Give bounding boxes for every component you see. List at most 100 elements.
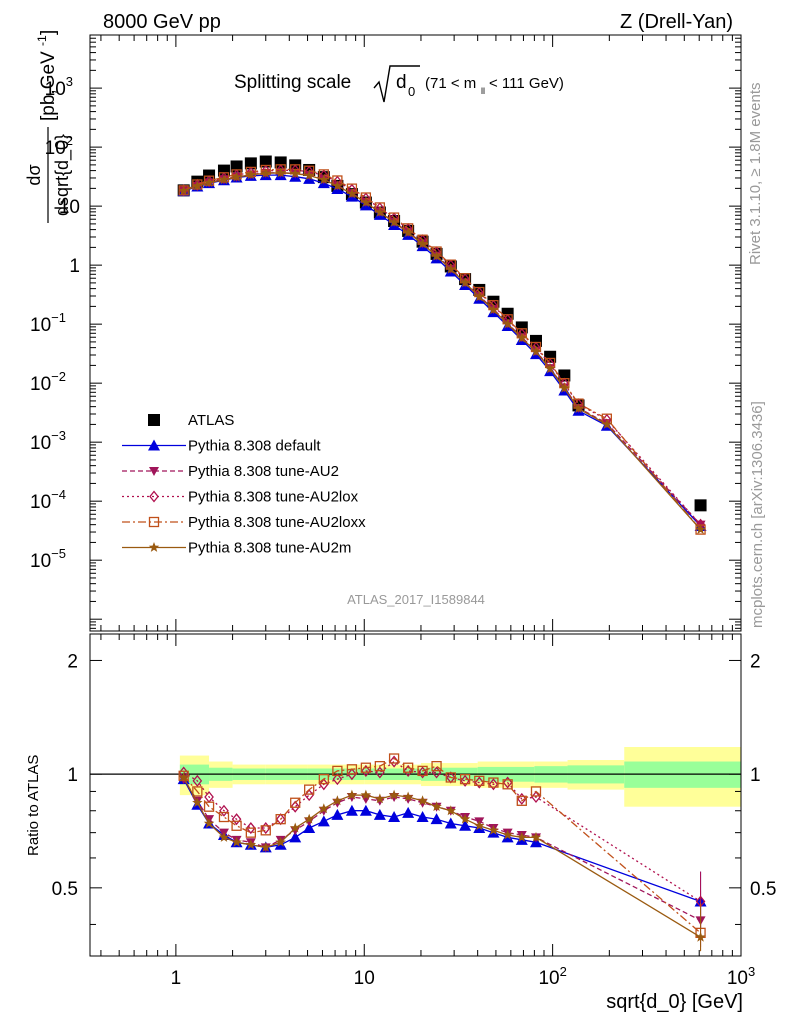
data-point — [303, 170, 315, 180]
data-point — [231, 169, 242, 182]
data-point — [203, 175, 215, 186]
data-point — [192, 180, 203, 191]
y-tick-label: 10−1 — [30, 310, 66, 336]
legend-entry: Pythia 8.308 default — [122, 438, 321, 455]
ratio-point — [332, 795, 343, 806]
data-point — [488, 304, 499, 315]
data-point — [402, 227, 414, 238]
data-point — [515, 321, 528, 334]
ratio-point — [231, 820, 242, 831]
ratio-point — [290, 822, 301, 833]
ylabel-unit-sup: -1 — [35, 35, 49, 46]
data-point — [601, 418, 613, 429]
data-point — [260, 167, 271, 178]
legend-marker — [148, 439, 160, 451]
sqrt-symbol — [373, 65, 420, 103]
legend-marker — [148, 542, 160, 552]
data-point — [474, 291, 485, 302]
data-point — [203, 177, 215, 188]
data-point — [204, 175, 214, 188]
ratio-point — [402, 762, 414, 773]
data-point — [346, 188, 358, 199]
data-point — [516, 332, 527, 343]
range-sub: ll — [481, 86, 485, 96]
ratio-point — [303, 822, 316, 834]
ratio-point — [431, 760, 442, 772]
ylabel-denominator: dsqrt{d_0} — [52, 134, 73, 216]
y-tick-label: 10−4 — [30, 487, 66, 513]
series-atlas — [177, 155, 707, 512]
legend-label: Pythia 8.308 tune-AU2loxx — [188, 514, 366, 531]
data-point — [529, 334, 542, 347]
plot-title: Splitting scale d 0 (71 < m ll < 111 GeV… — [234, 65, 564, 103]
y-tick-label: 10−3 — [30, 428, 66, 454]
data-point — [332, 180, 343, 191]
ratio-point — [331, 808, 344, 820]
y-tick-label: 10 — [59, 197, 80, 218]
ratio-point — [304, 784, 315, 795]
rivet-label: Rivet 3.1.10, ≥ 1.8M events — [747, 83, 764, 266]
ratio-point — [289, 831, 302, 843]
ratio-point — [260, 841, 271, 852]
legend-entry: ATLAS — [148, 412, 234, 429]
ratio-point — [502, 776, 513, 789]
data-point — [445, 263, 456, 274]
data-point — [217, 164, 230, 177]
ratio-point — [231, 813, 242, 826]
ratio-point — [203, 818, 215, 828]
ratio-point — [388, 753, 400, 764]
series-layer — [177, 155, 707, 952]
ratio-point — [318, 803, 329, 814]
ratio-point — [502, 779, 513, 790]
ratio-point — [245, 827, 256, 838]
legend-entry: Pythia 8.308 tune-AU2m — [122, 540, 351, 557]
ratio-point — [516, 795, 527, 806]
analysis-watermark: ATLAS_2017_I1589844 — [347, 592, 485, 607]
ratio-tick-label-right: 0.5 — [750, 879, 776, 900]
ratio-tick-label-left: 1 — [67, 765, 78, 786]
ratio-point — [192, 797, 203, 808]
ratio-point — [318, 778, 329, 791]
data-point — [290, 168, 301, 179]
ratio-point — [488, 777, 499, 788]
ratio-point — [373, 808, 386, 820]
data-point — [374, 207, 386, 217]
header-right: Z (Drell-Yan) — [620, 11, 733, 33]
data-point — [275, 164, 286, 177]
data-point — [431, 250, 442, 261]
data-point — [388, 216, 400, 227]
data-point — [318, 174, 329, 185]
legend-entry: Pythia 8.308 tune-AU2 — [122, 463, 339, 480]
ratio-plot-frame — [89, 633, 742, 957]
ratio-point — [192, 774, 203, 787]
ratio-point — [402, 791, 414, 802]
ratio-point — [275, 836, 286, 847]
ratio-point — [304, 789, 315, 802]
y-tick-label: 10−5 — [30, 546, 66, 572]
legend-label: Pythia 8.308 tune-AU2lox — [188, 489, 359, 506]
ylabel-numerator: dσ — [24, 164, 44, 185]
ratio-point — [388, 789, 400, 800]
ratio-point — [417, 766, 428, 779]
data-point — [360, 197, 372, 207]
data-point — [530, 346, 542, 357]
ratio-series-5 — [178, 772, 706, 952]
ratio-point — [430, 813, 443, 825]
ratio-tick-label-right: 2 — [750, 651, 761, 672]
range-prefix: (71 < m — [425, 75, 476, 92]
ratio-point — [403, 764, 413, 777]
ratio-point — [360, 762, 372, 773]
plot-title-text: Splitting scale — [234, 72, 351, 93]
legend: ATLAS Pythia 8.308 default Pythia 8.308 tu… — [122, 412, 366, 557]
data-point — [544, 363, 556, 374]
ratio-point — [219, 804, 229, 817]
ratio-point — [290, 797, 301, 808]
ratio-point — [332, 765, 343, 777]
ratio-point — [178, 772, 189, 782]
legend-label: Pythia 8.308 default — [188, 438, 321, 455]
ratio-point — [346, 764, 358, 775]
ratio-point — [246, 821, 256, 835]
data-point — [502, 318, 513, 329]
data-point — [695, 524, 706, 534]
